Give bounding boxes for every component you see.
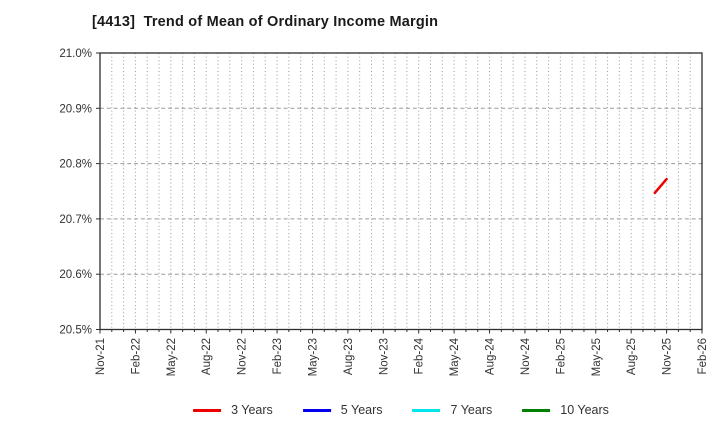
y-tick-label: 20.8% bbox=[59, 159, 92, 171]
x-tick-label: Aug-25 bbox=[626, 338, 638, 375]
x-tick-label: Nov-23 bbox=[378, 338, 390, 375]
legend-line-swatch-cyan bbox=[412, 408, 441, 412]
plot-border bbox=[99, 52, 703, 331]
x-tick-label: Nov-25 bbox=[662, 338, 674, 375]
x-tick-label: Aug-24 bbox=[485, 337, 497, 375]
y-tick-label: 20.9% bbox=[59, 103, 92, 115]
x-tick-label: Feb-24 bbox=[414, 337, 426, 374]
legend-item-3-years: 3 Years bbox=[193, 403, 273, 417]
x-tick-label: Feb-22 bbox=[130, 338, 142, 374]
y-tick-label: 21.0% bbox=[59, 48, 92, 60]
series-line-3-years bbox=[653, 177, 668, 195]
y-tick-label: 20.5% bbox=[59, 325, 92, 337]
x-tick-label: Aug-22 bbox=[201, 338, 213, 375]
legend-line-swatch-red bbox=[193, 408, 222, 412]
x-tick-label: Feb-26 bbox=[697, 338, 709, 374]
x-tick-label: Nov-21 bbox=[95, 338, 107, 375]
legend-label: 7 Years bbox=[450, 403, 493, 417]
legend-line-swatch-green bbox=[522, 408, 551, 412]
legend-line-swatch-blue bbox=[302, 408, 331, 412]
legend-label: 3 Years bbox=[231, 403, 273, 417]
x-tick-label: Feb-23 bbox=[272, 338, 284, 374]
x-tick-label: Nov-22 bbox=[237, 338, 249, 375]
chart-title: [4413] Trend of Mean of Ordinary Income … bbox=[92, 14, 439, 30]
legend-item-7-years: 7 Years bbox=[412, 403, 493, 417]
legend-item-5-years: 5 Years bbox=[302, 403, 383, 417]
y-tick-label: 20.7% bbox=[59, 214, 92, 226]
x-tick-label: Aug-23 bbox=[343, 338, 355, 375]
legend: 3 Years 5 Years 7 Years 10 Years bbox=[193, 403, 609, 417]
x-tick-label: May-25 bbox=[591, 338, 603, 376]
legend-label: 10 Years bbox=[560, 403, 609, 417]
y-tick-label: 20.6% bbox=[59, 269, 92, 281]
x-tick-label: May-23 bbox=[307, 338, 319, 376]
x-tick-label: Feb-25 bbox=[555, 338, 567, 374]
x-tick-label: Nov-24 bbox=[520, 337, 532, 375]
x-tick-label: May-24 bbox=[449, 337, 461, 376]
legend-item-10-years: 10 Years bbox=[522, 403, 609, 417]
x-tick-label: May-22 bbox=[166, 338, 178, 376]
legend-label: 5 Years bbox=[340, 403, 383, 417]
